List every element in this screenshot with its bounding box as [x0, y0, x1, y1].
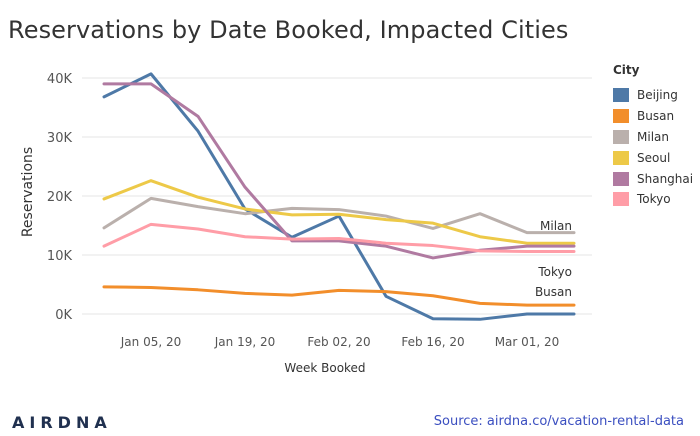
legend-label: Shanghai [637, 171, 694, 186]
airdna-logo: AIRDNA [12, 413, 112, 432]
series-line-shanghai [102, 82, 576, 260]
series-line-beijing [102, 72, 576, 321]
x-tick-label: Jan 05, 20 [120, 335, 181, 349]
footer: AIRDNA Source: airdna.co/vacation-rental… [0, 405, 700, 436]
legend-item-beijing: Beijing [613, 85, 693, 106]
series-line-milan [102, 196, 576, 235]
legend-swatch [613, 171, 629, 186]
y-axis-label: Reservations [20, 147, 36, 237]
legend-item-tokyo: Tokyo [613, 189, 693, 210]
end-labels: Busan Milan Tokyo [535, 219, 572, 299]
x-axis-label: Week Booked [284, 361, 365, 375]
line-chart: 0K 10K 20K 30K 40K Jan 05, 20 Jan 19, 20 Feb 02… [20, 72, 592, 375]
source-note: Source: airdna.co/vacation-rental-data [433, 414, 684, 429]
legend: City Beijing Busan Milan Seoul Shanghai Tokyo [613, 63, 693, 210]
end-label-milan: Milan [540, 219, 572, 233]
y-tick-label: 10K [47, 249, 73, 264]
legend-swatch [613, 88, 629, 103]
x-tick-label: Feb 02, 20 [307, 335, 370, 349]
y-tick-label: 40K [47, 72, 73, 87]
legend-label: Beijing [637, 88, 678, 103]
end-label-busan: Busan [535, 285, 572, 299]
chart-title: Reservations by Date Booked, Impacted Ci… [8, 16, 569, 44]
legend-title: City [613, 63, 640, 77]
gridlines [82, 77, 592, 315]
series-line-busan [102, 285, 576, 307]
y-tick-label: 30K [47, 131, 73, 146]
legend-label: Seoul [637, 150, 671, 165]
y-tick-label: 0K [55, 308, 72, 323]
series-lines [102, 72, 576, 321]
legend-item-busan: Busan [613, 106, 693, 127]
legend-item-seoul: Seoul [613, 147, 693, 168]
legend-swatch [613, 150, 629, 165]
y-tick-label: 20K [47, 190, 73, 205]
series-line-tokyo [102, 222, 576, 253]
end-label-tokyo: Tokyo [537, 265, 572, 279]
legend-item-shanghai: Shanghai [613, 168, 693, 189]
legend-swatch [613, 109, 629, 124]
axes: 0K 10K 20K 30K 40K Jan 05, 20 Jan 19, 20 Feb 02… [20, 72, 559, 375]
legend-swatch [613, 129, 629, 144]
legend-swatch [613, 192, 629, 207]
legend-label: Milan [637, 129, 669, 144]
x-tick-label: Jan 19, 20 [214, 335, 275, 349]
x-tick-label: Feb 16, 20 [401, 335, 464, 349]
series-line-seoul [102, 179, 576, 245]
legend-label: Busan [637, 109, 675, 124]
legend-label: Tokyo [637, 192, 671, 207]
x-tick-label: Mar 01, 20 [495, 335, 560, 349]
legend-items: Beijing Busan Milan Seoul Shanghai Tokyo [613, 85, 693, 210]
legend-item-milan: Milan [613, 127, 693, 148]
